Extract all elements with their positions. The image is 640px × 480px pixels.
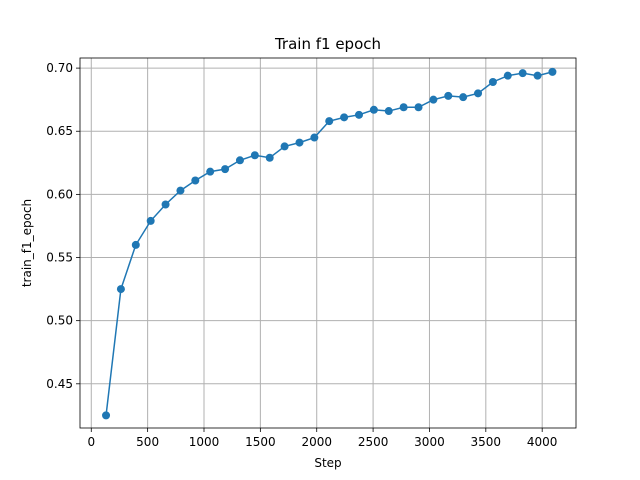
x-tick-label: 1500 bbox=[245, 435, 276, 449]
grid-lines bbox=[80, 58, 576, 428]
data-point bbox=[206, 167, 215, 176]
data-point bbox=[518, 69, 527, 78]
y-tick-label: 0.55 bbox=[46, 251, 73, 265]
data-point bbox=[280, 142, 289, 151]
data-point bbox=[295, 138, 304, 147]
data-point bbox=[444, 91, 453, 100]
data-point bbox=[325, 117, 334, 126]
x-tick-label: 2500 bbox=[358, 435, 389, 449]
y-tick-label: 0.45 bbox=[46, 377, 73, 391]
x-tick-label: 2000 bbox=[301, 435, 332, 449]
data-point bbox=[384, 107, 393, 116]
data-point bbox=[146, 216, 155, 225]
x-tick-label: 3000 bbox=[414, 435, 445, 449]
data-point bbox=[369, 105, 378, 114]
x-tick-label: 1000 bbox=[189, 435, 220, 449]
data-point bbox=[414, 103, 423, 112]
x-axis-label: Step bbox=[314, 456, 341, 470]
data-point bbox=[355, 110, 363, 119]
y-tick-label: 0.70 bbox=[46, 61, 73, 75]
data-point bbox=[131, 240, 140, 249]
data-point bbox=[265, 153, 274, 162]
x-tick-label: 500 bbox=[136, 435, 159, 449]
x-tick-label: 4000 bbox=[527, 435, 558, 449]
data-point bbox=[548, 67, 557, 76]
y-tick-label: 0.65 bbox=[46, 124, 73, 138]
data-point bbox=[191, 176, 200, 185]
data-point bbox=[310, 133, 319, 142]
chart-title: Train f1 epoch bbox=[274, 35, 381, 53]
data-point bbox=[399, 103, 408, 112]
x-tick-label: 3500 bbox=[471, 435, 502, 449]
data-point bbox=[250, 151, 259, 160]
data-point bbox=[161, 200, 170, 209]
data-point bbox=[116, 285, 125, 294]
data-point bbox=[503, 71, 512, 80]
plot-frame bbox=[79, 57, 577, 429]
data-point bbox=[474, 89, 483, 98]
data-point bbox=[235, 156, 244, 165]
axis-ticks: 0 500 1000 1500 2000 2500 3000 3500 4000 0.45 0.50… bbox=[46, 61, 557, 449]
y-tick-label: 0.50 bbox=[46, 314, 73, 328]
y-tick-label: 0.60 bbox=[46, 187, 73, 201]
data-point bbox=[340, 113, 349, 122]
data-point bbox=[533, 71, 542, 80]
data-point bbox=[429, 95, 438, 104]
data-point bbox=[221, 165, 230, 174]
data-point bbox=[102, 411, 111, 420]
data-point bbox=[488, 77, 497, 86]
data-point bbox=[176, 186, 185, 195]
y-axis-label: train_f1_epoch bbox=[20, 199, 34, 287]
x-tick-label: 0 bbox=[87, 435, 95, 449]
series-layer bbox=[102, 67, 557, 420]
data-point bbox=[459, 93, 468, 102]
